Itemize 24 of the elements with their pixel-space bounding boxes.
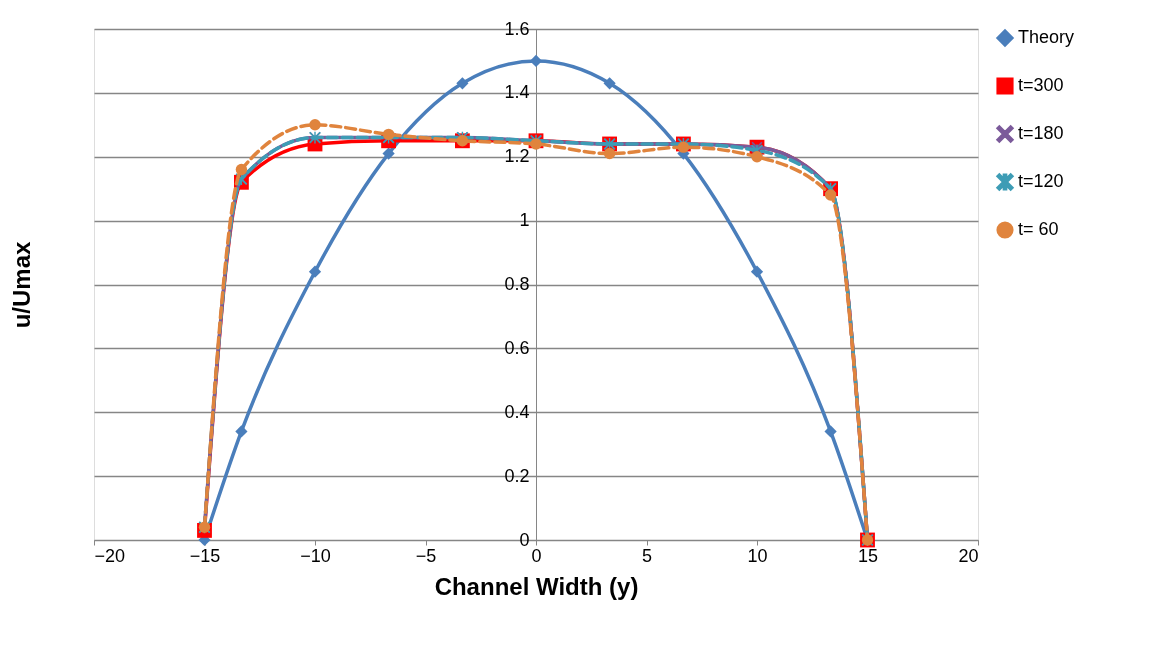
x-tick-label: −20 (94, 545, 126, 566)
x-tick-label: 20 (958, 545, 979, 566)
y-tick-label: 0.4 (504, 401, 530, 422)
legend-label: t= 60 (1018, 219, 1059, 239)
x-tick-label: 5 (641, 545, 653, 566)
x-axis-title: Channel Width (y) (434, 572, 639, 600)
legend-label: t=300 (1018, 75, 1064, 95)
x-tick-label: −10 (300, 545, 331, 566)
legend-label: Theory (1018, 27, 1075, 47)
x-tick-label: −5 (415, 545, 437, 566)
y-tick-label: 1.4 (504, 82, 530, 103)
y-tick-label: 1 (519, 210, 530, 231)
y-tick-label: 1.6 (504, 18, 530, 39)
x-tick-label: 10 (747, 545, 768, 566)
y-tick-label: 0 (519, 529, 530, 550)
y-tick-label: 0.8 (504, 274, 530, 294)
y-tick-label: 0.2 (504, 465, 530, 486)
y-tick-label: 0.6 (504, 337, 530, 358)
x-tick-label: −15 (189, 545, 221, 566)
legend-label: t=180 (1018, 123, 1064, 143)
x-tick-label: 15 (857, 545, 879, 566)
y-tick-label: 1.2 (504, 146, 530, 167)
y-axis-title: u/Umax (7, 241, 35, 329)
legend-label: t=120 (1018, 171, 1064, 191)
